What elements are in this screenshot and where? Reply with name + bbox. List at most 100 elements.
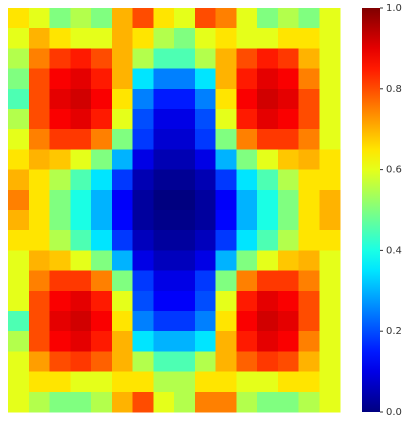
heatmap-cell (49, 109, 71, 130)
heatmap-cell (319, 270, 341, 292)
heatmap-cell (70, 169, 92, 191)
heatmap-cell (8, 149, 30, 171)
heatmap-cell (70, 391, 92, 413)
heatmap-cell (215, 210, 237, 231)
heatmap-cell (153, 48, 175, 70)
heatmap-cell (8, 109, 30, 130)
heatmap-cell (28, 48, 50, 70)
heatmap-cell (70, 351, 92, 373)
heatmap-cell (257, 88, 279, 110)
heatmap-cell (277, 149, 299, 171)
heatmap-cell (8, 48, 30, 70)
colorbar-tick-label: 0.4 (386, 245, 402, 256)
heatmap-cell (111, 48, 133, 70)
heatmap-cell (70, 129, 92, 150)
heatmap-cell (257, 230, 279, 251)
heatmap-cell (28, 391, 50, 413)
heatmap-cell (8, 169, 30, 191)
heatmap-cell (194, 189, 216, 211)
heatmap-cell (236, 351, 258, 373)
heatmap-cell (236, 250, 258, 272)
heatmap-cell (319, 48, 341, 70)
heatmap-cell (132, 311, 154, 332)
heatmap-cell (236, 28, 258, 49)
heatmap-cell (298, 270, 320, 292)
heatmap-cell (132, 48, 154, 70)
heatmap-cell (174, 68, 196, 90)
heatmap-cell (174, 351, 196, 373)
heatmap-cell (298, 250, 320, 272)
colorbar-tick-label: 0.6 (386, 165, 402, 176)
heatmap-cell (236, 88, 258, 110)
heatmap-cell (174, 371, 196, 393)
heatmap-cell (236, 48, 258, 70)
heatmap-cell (215, 109, 237, 130)
heatmap-cell (28, 189, 50, 211)
heatmap-cell (319, 129, 341, 150)
heatmap-cell (236, 129, 258, 150)
heatmap-cell (49, 169, 71, 191)
colorbar-tick-label: 0.0 (386, 407, 402, 418)
heatmap-cell (132, 230, 154, 251)
heatmap-cell (8, 270, 30, 292)
heatmap-cell (70, 270, 92, 292)
heatmap-cell (91, 210, 113, 231)
heatmap-cell (319, 109, 341, 130)
heatmap-cell (194, 371, 216, 393)
heatmap-cell (194, 129, 216, 150)
heatmap-cell (70, 48, 92, 70)
heatmap-cell (319, 250, 341, 272)
heatmap-cell (194, 109, 216, 130)
heatmap-cell (132, 68, 154, 90)
heatmap-cell (174, 88, 196, 110)
heatmap-cell (236, 230, 258, 251)
heatmap-cell (49, 270, 71, 292)
heatmap-cell (49, 189, 71, 211)
heatmap-cell (111, 28, 133, 49)
heatmap-cell (28, 129, 50, 150)
heatmap-cell (194, 311, 216, 332)
heatmap-cell (298, 129, 320, 150)
heatmap-cell (257, 371, 279, 393)
heatmap-cell (236, 290, 258, 312)
heatmap-cell (153, 169, 175, 191)
heatmap-cell (132, 8, 154, 29)
heatmap-cell (215, 351, 237, 373)
heatmap-cell (111, 250, 133, 272)
heatmap-cell (298, 169, 320, 191)
heatmap-cell (49, 48, 71, 70)
heatmap-cell (277, 189, 299, 211)
heatmap-cell (174, 109, 196, 130)
heatmap-cell (70, 28, 92, 49)
heatmap-cell (174, 230, 196, 251)
heatmap-cell (8, 230, 30, 251)
heatmap-cell (319, 290, 341, 312)
heatmap-cell (319, 8, 341, 29)
heatmap-cell (8, 391, 30, 413)
heatmap-cell (194, 391, 216, 413)
heatmap-cell (277, 109, 299, 130)
heatmap-cell (28, 331, 50, 352)
heatmap-cell (174, 311, 196, 332)
heatmap-cell (277, 391, 299, 413)
heatmap-cell (194, 351, 216, 373)
heatmap-cell (28, 290, 50, 312)
heatmap-cell (174, 28, 196, 49)
heatmap-cell (236, 311, 258, 332)
heatmap-cell (91, 290, 113, 312)
heatmap-cell (277, 8, 299, 29)
heatmap-cell (91, 270, 113, 292)
heatmap-cell (257, 331, 279, 352)
heatmap-cell (132, 250, 154, 272)
heatmap-cell (194, 28, 216, 49)
heatmap-cell (111, 371, 133, 393)
heatmap-cell (132, 391, 154, 413)
heatmap-cell (257, 189, 279, 211)
heatmap-cell (194, 290, 216, 312)
heatmap-cell (8, 351, 30, 373)
heatmap-cell (215, 149, 237, 171)
heatmap-cell (153, 351, 175, 373)
heatmap-cell (28, 28, 50, 49)
heatmap-cell (111, 149, 133, 171)
